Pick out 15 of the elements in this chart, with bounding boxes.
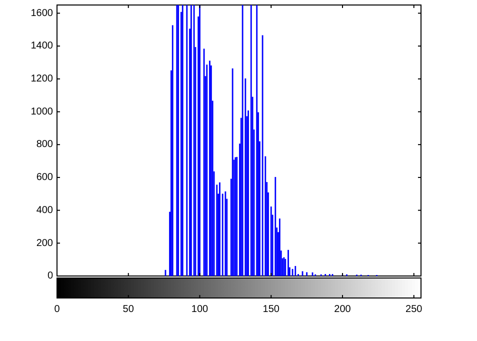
x-tick-label: 100 (191, 304, 209, 315)
x-tick-label: 0 (54, 304, 60, 315)
x-tick-label: 50 (122, 304, 134, 315)
y-tick-label: 400 (36, 204, 54, 216)
y-tick-label: 1400 (30, 40, 54, 52)
x-tick-label: 250 (406, 304, 423, 315)
y-tick-label: 800 (36, 139, 54, 150)
y-tick-label: 0 (47, 270, 54, 282)
x-tick-label: 200 (334, 304, 352, 315)
y-tick-label: 1600 (30, 8, 54, 19)
y-tick-label: 200 (36, 238, 54, 249)
x-tick-label: 150 (262, 304, 280, 315)
y-tick-label: 600 (36, 172, 54, 184)
y-tick-label: 1200 (30, 74, 54, 85)
y-tick-label: 1000 (30, 106, 54, 118)
